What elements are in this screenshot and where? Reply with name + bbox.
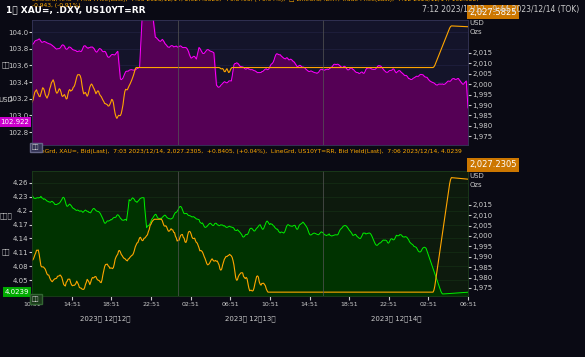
Text: 2023年 12月14日: 2023年 12月14日 — [371, 316, 421, 322]
Text: Ozs: Ozs — [469, 182, 482, 187]
Text: 直動: 直動 — [2, 248, 10, 255]
Text: 利回り: 利回り — [0, 213, 12, 219]
Text: 价格: 价格 — [2, 61, 10, 67]
Text: 2023年 12月13日: 2023年 12月13日 — [225, 316, 276, 322]
Text: USD: USD — [469, 20, 484, 26]
Text: 2023年 12月12日: 2023年 12月12日 — [80, 316, 130, 322]
Text: 自動: 自動 — [32, 145, 40, 150]
Text: USD: USD — [469, 173, 484, 178]
Text: 1分 XAU=, .DXY, US10YT=RR: 1分 XAU=, .DXY, US10YT=RR — [6, 5, 145, 14]
Text: 102.922: 102.922 — [1, 119, 29, 125]
Text: LineGrd, XAU=, Mid Price(Last),  7:03 2023/12/14, 2,027.5825,  +0.8405, (+0.04%): LineGrd, XAU=, Mid Price(Last), 7:03 202… — [32, 0, 479, 8]
Text: 自動: 自動 — [32, 296, 40, 302]
Text: LineGrd, XAU=, Bid(Last),  7:03 2023/12/14, 2,027.2305,  +0.8405, (+0.04%),  Lin: LineGrd, XAU=, Bid(Last), 7:03 2023/12/1… — [32, 149, 462, 154]
Text: 2,027.5825: 2,027.5825 — [469, 8, 517, 17]
Text: USD: USD — [0, 97, 13, 103]
Text: Ozs: Ozs — [469, 29, 482, 35]
Text: 2,027.2305: 2,027.2305 — [469, 160, 517, 170]
Text: 7:12 2023/12/12 - 9:44 2023/12/14 (TOK): 7:12 2023/12/12 - 9:44 2023/12/14 (TOK) — [422, 5, 579, 14]
Text: 4.0239: 4.0239 — [5, 289, 29, 295]
